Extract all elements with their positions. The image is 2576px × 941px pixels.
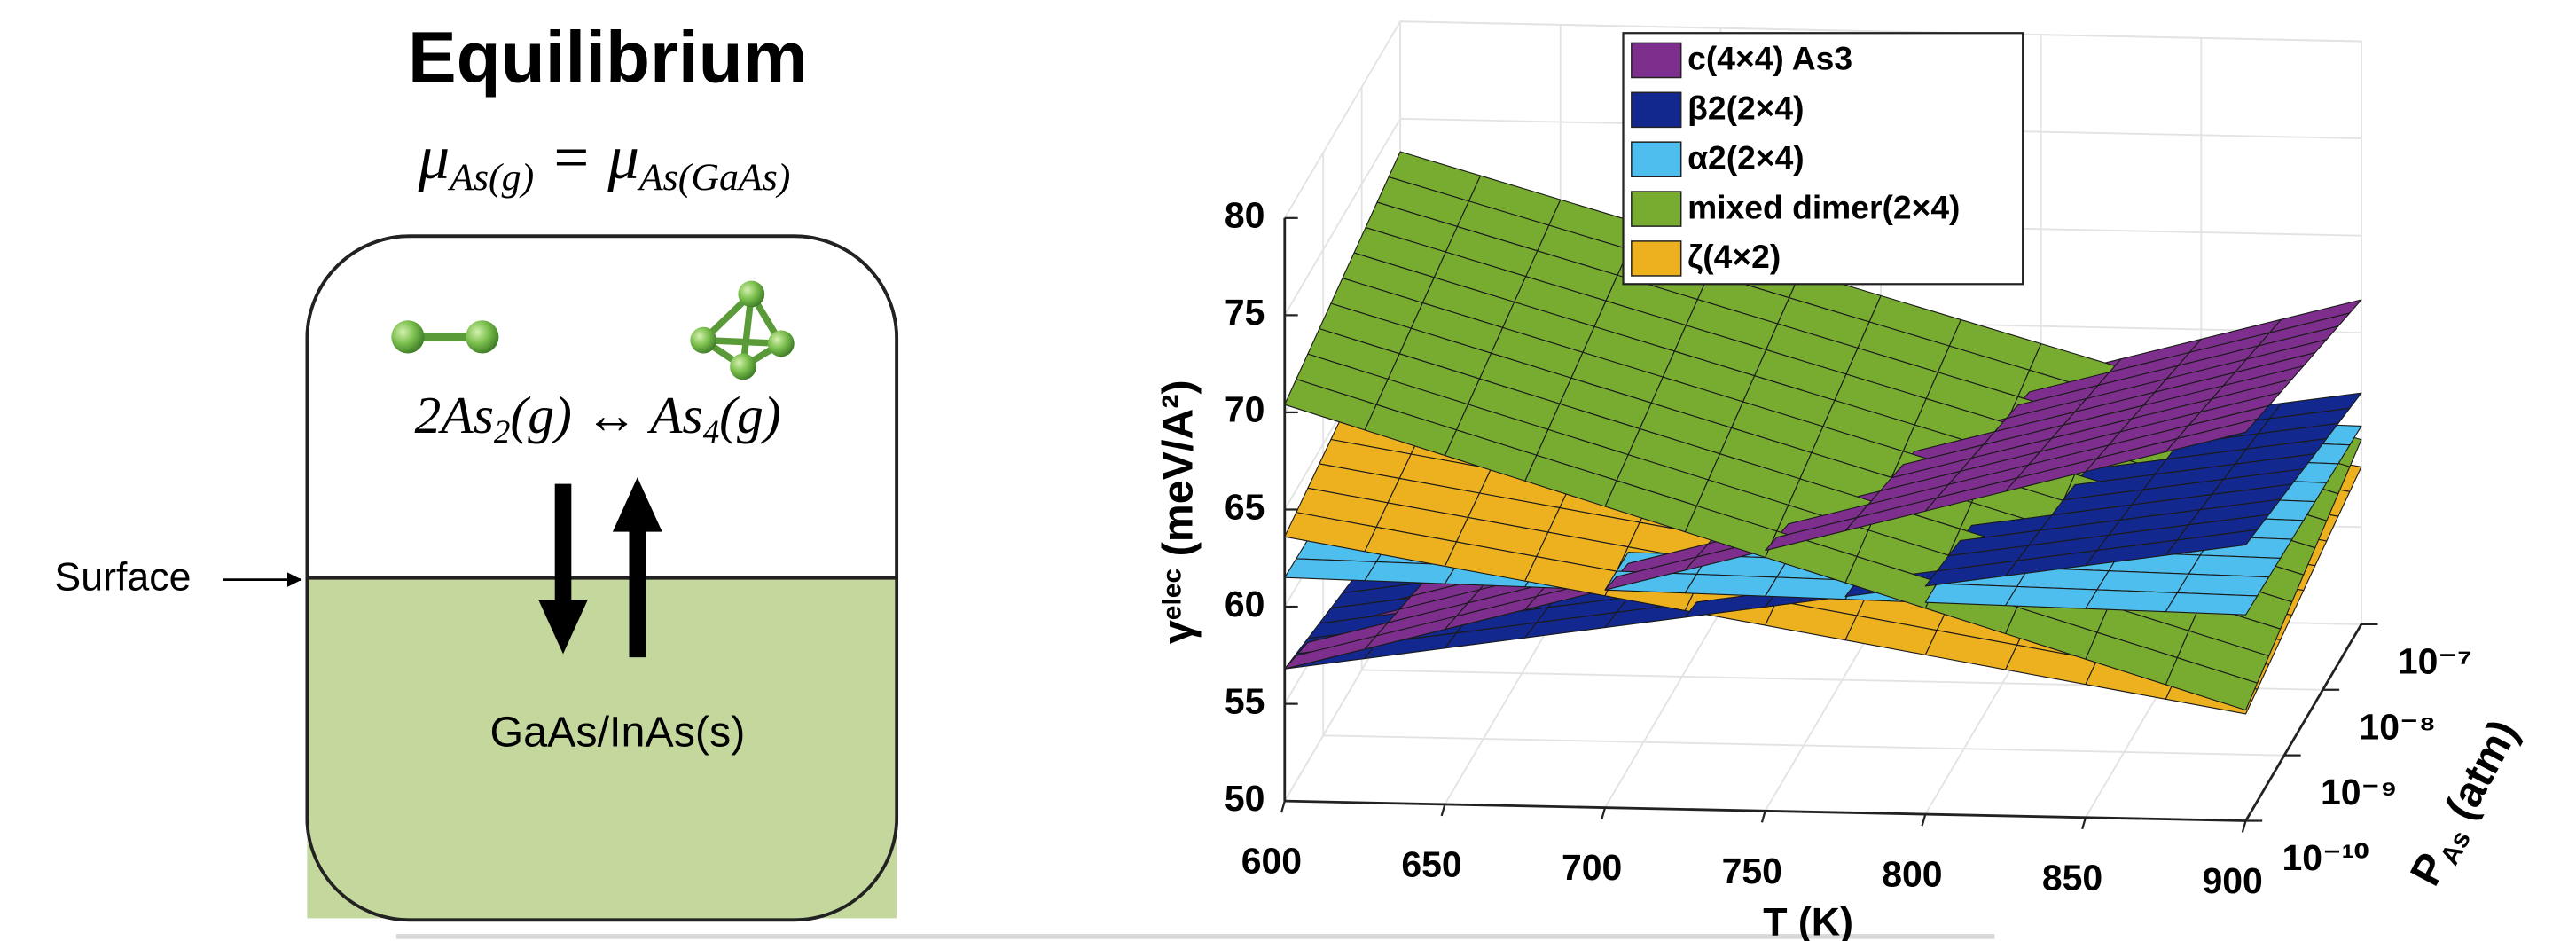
equation-piece: As(GaAs) xyxy=(637,156,791,199)
legend-swatch xyxy=(1632,43,1681,77)
equation: μAs(g) = μAs(GaAs) xyxy=(418,123,791,199)
as2-molecule xyxy=(391,320,498,353)
reaction-piece: (g) ↔ As xyxy=(510,386,702,444)
surface-cell xyxy=(2097,571,2188,593)
equation-piece: = μ xyxy=(534,123,639,192)
x-tick xyxy=(1601,808,1605,819)
legend-label: ζ(4×2) xyxy=(1687,238,1781,275)
legend-label: mixed dimer(2×4) xyxy=(1687,188,1960,225)
x-tick xyxy=(1281,801,1285,812)
surface-cell xyxy=(2006,586,2097,608)
legend-swatch xyxy=(1632,241,1681,276)
z-tick-label: 70 xyxy=(1225,389,1265,430)
reaction-piece: 4 xyxy=(703,413,719,450)
x-tick-label: 900 xyxy=(2202,860,2262,901)
surface-label: Surface xyxy=(54,555,191,599)
z-axis-title: γelec (meV/A²) xyxy=(1154,380,1202,644)
x-tick-label: 700 xyxy=(1562,847,1622,888)
y-axis-title-piece: (atm) xyxy=(2431,712,2528,838)
z-tick-label: 55 xyxy=(1225,680,1265,721)
equation-piece: μ xyxy=(418,123,450,192)
x-tick xyxy=(2243,821,2246,833)
diagram-title: Equilibrium xyxy=(408,17,808,98)
surface-cell xyxy=(1925,584,2016,606)
y-tick-label: 10⁻⁸ xyxy=(2359,706,2436,747)
legend-label: α2(2×4) xyxy=(1687,138,1805,176)
x-tick-label: 850 xyxy=(2042,857,2102,898)
x-tick xyxy=(1442,804,1445,816)
x-tick-label: 750 xyxy=(1722,851,1782,891)
x-tick-label: 600 xyxy=(1241,841,1302,882)
reaction: 2As2(g) ↔ As4(g) xyxy=(415,386,781,450)
surface-chart: 600 650 700 750 800 850 900 10⁻¹⁰ 10⁻⁹ 10⁻⁸ 10⁻⁷ 50… xyxy=(1154,21,2531,941)
surface-cell xyxy=(2177,574,2268,596)
phase-label: GaAs/InAs(s) xyxy=(490,708,746,756)
reaction-piece: (g) xyxy=(719,386,780,444)
legend-swatch xyxy=(1632,142,1681,176)
surface-cell xyxy=(2086,590,2177,612)
equation-piece: As(g) xyxy=(447,156,534,199)
surface-cell xyxy=(2165,592,2257,615)
y-tick-label: 10⁻¹⁰ xyxy=(2282,837,2370,878)
legend-swatch xyxy=(1632,92,1681,127)
surface-cell xyxy=(2188,555,2280,577)
legend-swatch xyxy=(1632,192,1681,226)
diagram: Equilibrium μAs(g) = μAs(GaAs) Surface 2… xyxy=(54,17,897,920)
legend-label: c(4×4) As3 xyxy=(1687,40,1852,77)
y-tick-label: 10⁻⁹ xyxy=(2321,772,2398,812)
z-tick-label: 50 xyxy=(1225,778,1265,819)
x-axis xyxy=(1285,801,2246,820)
z-tick-label: 80 xyxy=(1225,195,1265,236)
surface-cell xyxy=(1285,559,1376,581)
reaction-piece: 2 xyxy=(494,413,510,450)
x-tick xyxy=(2082,818,2086,829)
y-tick-label: 10⁻⁷ xyxy=(2398,640,2472,681)
z-tick-label: 60 xyxy=(1225,584,1265,624)
z-axis-title-piece: γ xyxy=(1154,620,1202,644)
x-tick xyxy=(1762,811,1766,822)
z-axis-title-piece: elec xyxy=(1157,569,1186,620)
x-axis-title: T (K) xyxy=(1763,901,1853,941)
z-tick-label: 65 xyxy=(1225,486,1265,527)
as4-molecule xyxy=(690,281,794,380)
z-tick-label: 75 xyxy=(1225,292,1265,333)
x-tick-label: 650 xyxy=(1401,843,1461,884)
surface-cell xyxy=(1685,574,1776,596)
legend-label: β2(2×4) xyxy=(1687,90,1804,127)
z-axis-title-piece: (meV/A²) xyxy=(1154,380,1202,568)
figure: Equilibrium μAs(g) = μAs(GaAs) Surface 2… xyxy=(0,0,2576,941)
x-tick xyxy=(1922,814,1926,826)
reaction-piece: 2As xyxy=(415,386,494,444)
x-tick-label: 800 xyxy=(1882,854,1942,895)
